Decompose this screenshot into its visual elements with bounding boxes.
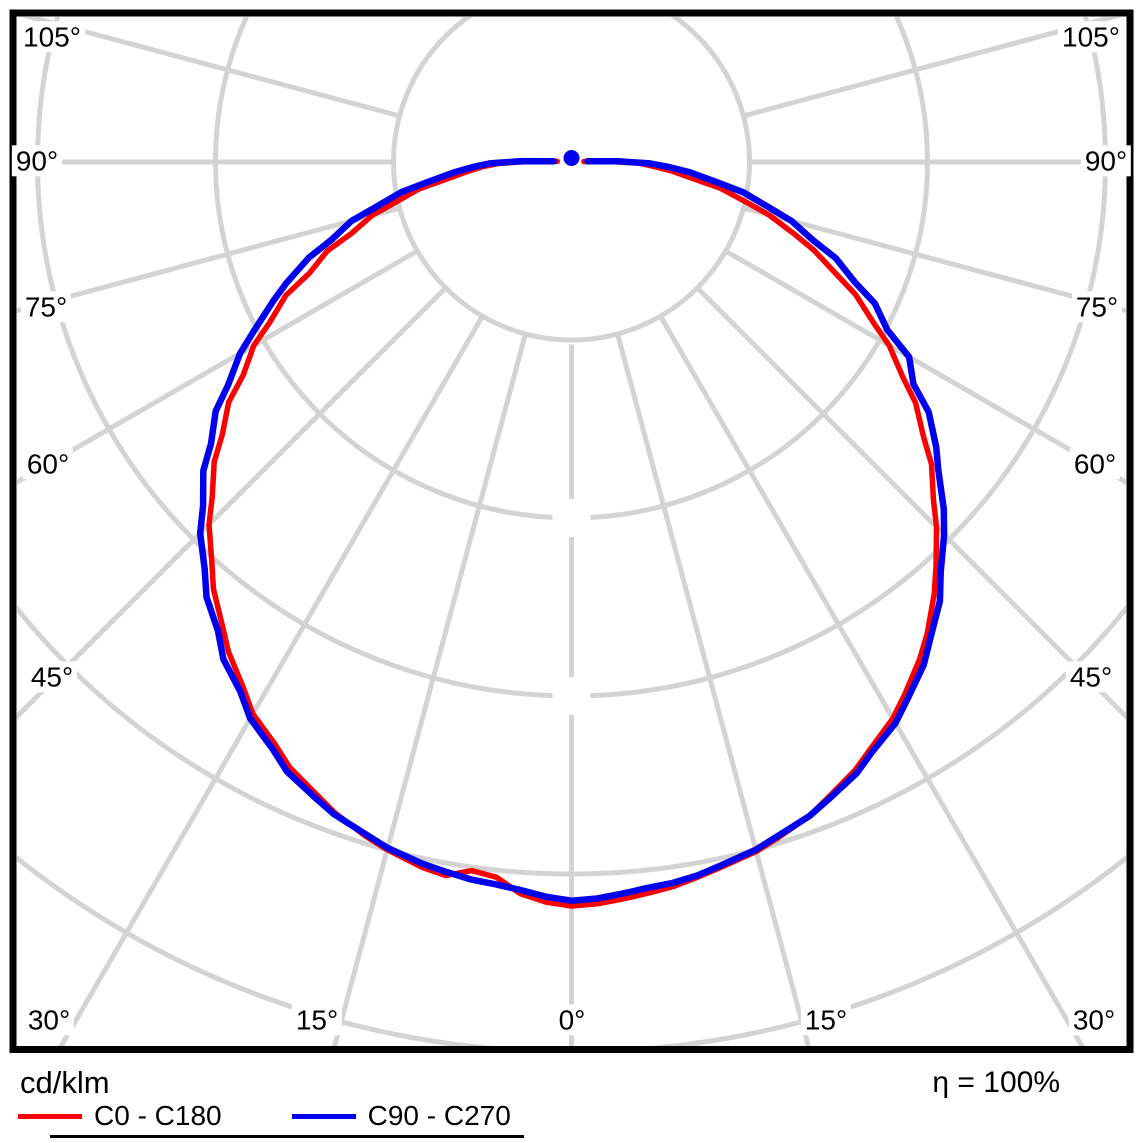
angle-label-15deg: 15° (800, 1004, 852, 1036)
legend-underline (50, 1135, 524, 1138)
angle-label-75deg: 75° (1071, 291, 1123, 323)
plot-frame (9, 9, 1134, 1053)
angle-label-0deg: 0° (554, 1004, 590, 1036)
grid-spoke-30 (658, 314, 1085, 1046)
angle-label-90deg: 90° (11, 145, 63, 177)
angle-label-90deg: 90° (1080, 145, 1132, 177)
angle-label-105deg: 105° (19, 21, 85, 53)
angle-label-30deg: 30° (23, 1004, 75, 1036)
curve-origin-dot (563, 150, 580, 166)
grid-spoke-15 (615, 333, 811, 1046)
units-label: cd/klm (20, 1065, 110, 1100)
chart-footer: cd/klm η = 100% C0 - C180 C90 - C270 (0, 1057, 1143, 1143)
curve-C0-C180 (206, 158, 940, 909)
grid-spoke--45 (17, 286, 448, 721)
c90-c270-line-swatch (291, 1113, 356, 1119)
legend-item-c0-c180: C0 - C180 (18, 1100, 222, 1132)
grid-spoke--15 (332, 333, 528, 1046)
grid-ring-1 (391, 17, 752, 343)
c0-c180-label: C0 - C180 (94, 1100, 222, 1131)
grid-label-gap-ring-2 (552, 499, 591, 537)
angle-label-45deg: 45° (26, 661, 78, 693)
c0-c180-line-swatch (18, 1113, 82, 1119)
angle-label-15deg: 15° (291, 1004, 343, 1036)
angle-label-60deg: 60° (22, 448, 74, 480)
curve-C90-C270 (196, 157, 948, 904)
grid-spoke--30 (58, 314, 485, 1046)
grid-spoke--105 (20, 17, 401, 119)
legend: C0 - C180 C90 - C270 (18, 1100, 511, 1132)
angle-label-30deg: 30° (1068, 1004, 1120, 1036)
grid-label-gap-ring-3 (552, 677, 591, 715)
grid-spoke-105 (742, 17, 1123, 119)
grid-spoke-75 (742, 205, 1126, 314)
angle-label-60deg: 60° (1069, 448, 1121, 480)
legend-item-c90-c270: C90 - C270 (291, 1100, 511, 1132)
angle-label-75deg: 75° (20, 291, 72, 323)
c90-c270-label: C90 - C270 (367, 1100, 511, 1131)
angle-label-45deg: 45° (1065, 661, 1117, 693)
light-output-ratio-label: η = 100% (932, 1066, 1060, 1099)
grid-spoke--75 (17, 205, 401, 314)
grid-spoke-45 (695, 286, 1126, 721)
angle-label-105deg: 105° (1058, 21, 1124, 53)
